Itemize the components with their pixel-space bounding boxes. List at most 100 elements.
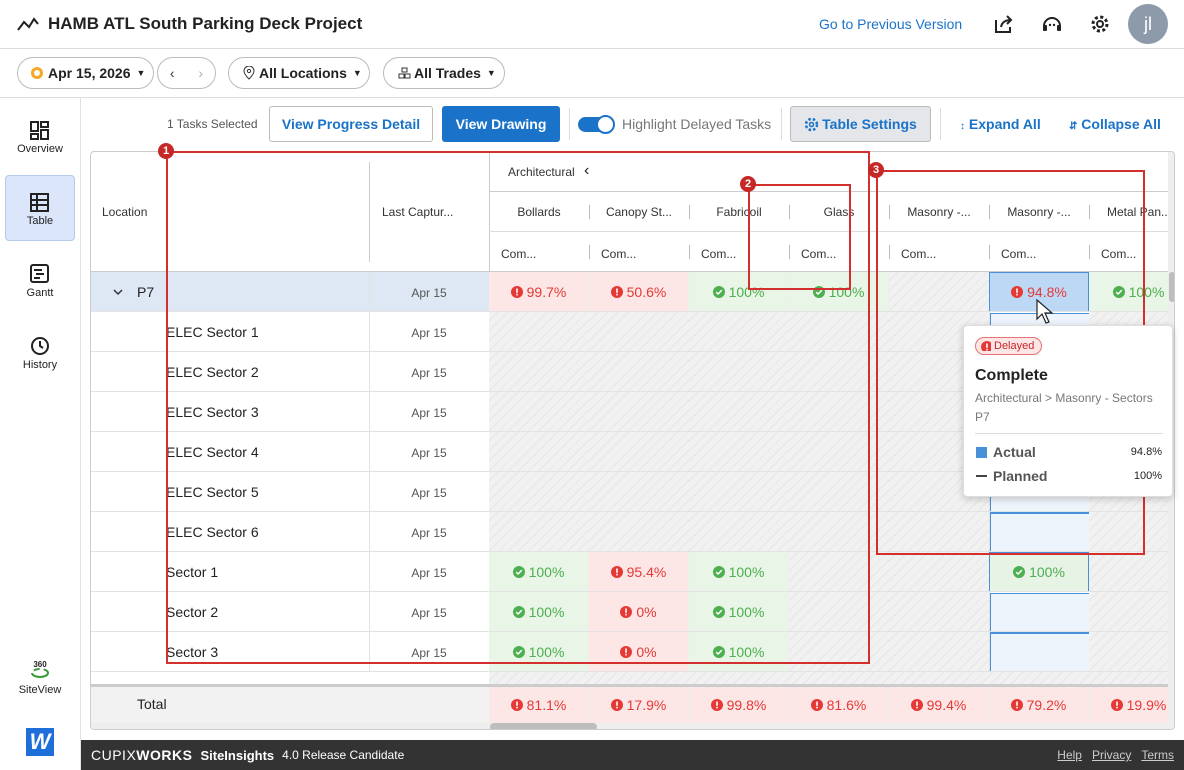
highlight-toggle[interactable] [578, 115, 615, 134]
column-divider [369, 312, 370, 352]
view-drawing-button[interactable]: View Drawing [442, 106, 560, 142]
collapse-group[interactable]: ‹ [584, 162, 590, 179]
icon-part [915, 706, 918, 709]
icon-part [712, 646, 725, 658]
icon-part [1013, 566, 1026, 578]
horizontal-scroll-thumb[interactable] [490, 723, 597, 729]
share-button[interactable] [992, 12, 1016, 36]
sidebar-label[interactable]: SiteView [18, 684, 62, 696]
location-header: Location [102, 205, 148, 219]
empty-cell [789, 472, 890, 512]
icon-part [515, 288, 518, 293]
location-name[interactable]: ELEC Sector 1 [166, 324, 259, 340]
icon-part [615, 706, 618, 709]
status-cell: 79.2% [989, 687, 1089, 723]
icon-part [510, 286, 523, 298]
icon-part [1036, 298, 1054, 324]
sidebar-label[interactable]: Table [26, 215, 54, 227]
empty-cell [1089, 552, 1174, 592]
column-divider [369, 432, 370, 472]
date-filter[interactable]: Apr 15, 2026 ▼ [17, 57, 154, 89]
header-bottom-border [91, 271, 1168, 272]
status-cell: 17.9% [589, 687, 689, 723]
header-separator [1089, 245, 1090, 259]
header-separator [989, 245, 990, 259]
sidebar-icon[interactable] [29, 192, 51, 214]
sidebar-label[interactable]: Overview [17, 143, 63, 155]
trade-filter[interactable]: All Trades ▼ [383, 57, 505, 89]
icon-part [30, 121, 49, 140]
collapse-all-button[interactable]: ⇵ Collapse All [1069, 116, 1161, 132]
expand-all-button[interactable]: ↕ Expand All [960, 116, 1041, 132]
empty-cell [789, 552, 890, 592]
icon-part [404, 73, 411, 79]
sidebar-label[interactable]: History [22, 359, 58, 371]
tooltip-title: Complete [975, 367, 1048, 384]
cell-value: 0% [636, 644, 657, 660]
icon-part [1048, 23, 1052, 27]
capture-date: Apr 15 [411, 566, 447, 580]
settings-button[interactable] [1088, 12, 1112, 36]
icon-part [515, 701, 518, 706]
expand-all-text: Expand All [968, 116, 1041, 132]
icon-part [40, 121, 49, 128]
location-name[interactable]: ELEC Sector 6 [166, 524, 259, 540]
previous-version-link[interactable]: Go to Previous Version [819, 16, 963, 32]
icon-part [1043, 25, 1047, 31]
location-filter[interactable]: All Locations ▼ [228, 57, 370, 89]
location-name[interactable]: ELEC Sector 2 [166, 364, 259, 380]
footer-brand-bold: WORKS [136, 747, 193, 763]
expand-toggle[interactable] [111, 285, 125, 299]
location-name[interactable]: ELEC Sector 3 [166, 404, 259, 420]
icon-part [1112, 286, 1125, 298]
brand-logo: W [26, 728, 54, 756]
icon-part [804, 117, 819, 131]
icon-part [1011, 286, 1024, 298]
support-button[interactable] [1040, 12, 1064, 36]
vertical-scroll-thumb[interactable] [1169, 272, 1174, 302]
tooltip-location: P7 [975, 410, 990, 424]
icon-part [30, 193, 49, 212]
location-name[interactable]: Sector 3 [166, 644, 219, 660]
progress-detail-button[interactable]: View Progress Detail [269, 106, 433, 142]
subheader: Com... [1001, 247, 1037, 261]
sidebar-label[interactable]: Gantt [26, 287, 54, 299]
row-location-bg [91, 592, 489, 632]
icon-part [1043, 17, 1061, 27]
status-cell: 94.8% [989, 272, 1089, 312]
date-stepper[interactable]: ‹ › [157, 57, 216, 89]
tooltip-divider [975, 433, 1163, 434]
status-cell: 95.4% [589, 552, 689, 592]
location-name[interactable]: ELEC Sector 4 [166, 444, 259, 460]
icon-part [1043, 17, 1061, 31]
icon-part [715, 609, 722, 616]
header-separator [589, 205, 590, 219]
capture-date: Apr 15 [411, 606, 447, 620]
sidebar-icon[interactable] [29, 120, 51, 142]
group-header[interactable]: Architectural [508, 165, 575, 179]
avatar[interactable]: jl [1128, 4, 1168, 44]
icon-part [1016, 288, 1018, 293]
row-location-bg [91, 312, 489, 352]
trade-text: All Trades [414, 65, 481, 81]
location-name[interactable]: Sector 2 [166, 604, 219, 620]
cell-value: 19.9% [1126, 697, 1167, 713]
cursor [1036, 298, 1056, 325]
footer-link[interactable]: Privacy [1091, 748, 1132, 762]
location-name[interactable]: ELEC Sector 5 [166, 484, 259, 500]
icon-part [715, 569, 722, 576]
icon-part [1016, 293, 1018, 296]
sidebar-icon[interactable] [29, 335, 51, 357]
capture-date: Apr 15 [411, 406, 447, 420]
row-divider [489, 471, 1168, 472]
footer-link[interactable]: Help [1057, 748, 1082, 762]
sidebar-icon[interactable]: 360 [29, 660, 51, 682]
footer-link[interactable]: Terms [1141, 748, 1174, 762]
cell-value: 99.7% [526, 284, 567, 300]
empty-selected-cell [990, 633, 1090, 673]
table-settings-button[interactable]: Table Settings [790, 106, 931, 142]
sidebar-icon[interactable] [29, 263, 51, 285]
location-name[interactable]: Sector 1 [166, 564, 219, 580]
location-name[interactable]: P7 [137, 284, 155, 300]
